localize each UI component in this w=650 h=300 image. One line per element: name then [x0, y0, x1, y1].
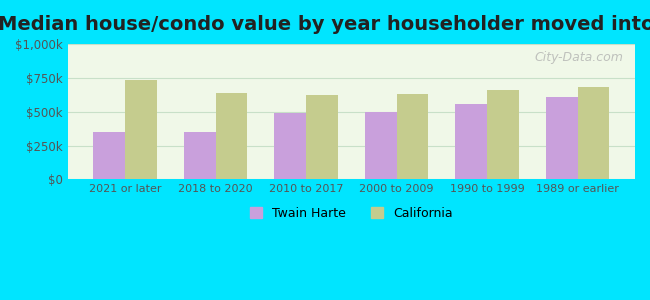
Title: Median house/condo value by year householder moved into unit: Median house/condo value by year househo…	[0, 15, 650, 34]
Bar	[306, 95, 338, 179]
Text: City-Data.com: City-Data.com	[535, 51, 623, 64]
Bar	[546, 97, 578, 179]
Legend: Twain Harte, California: Twain Harte, California	[244, 202, 458, 225]
Bar	[396, 94, 428, 179]
Bar	[274, 113, 306, 179]
Bar	[487, 90, 519, 179]
Bar	[184, 132, 216, 179]
Bar	[578, 87, 609, 179]
Bar	[125, 80, 157, 179]
Bar	[365, 112, 396, 179]
Bar	[456, 104, 487, 179]
Bar	[216, 93, 247, 179]
Bar	[94, 132, 125, 179]
